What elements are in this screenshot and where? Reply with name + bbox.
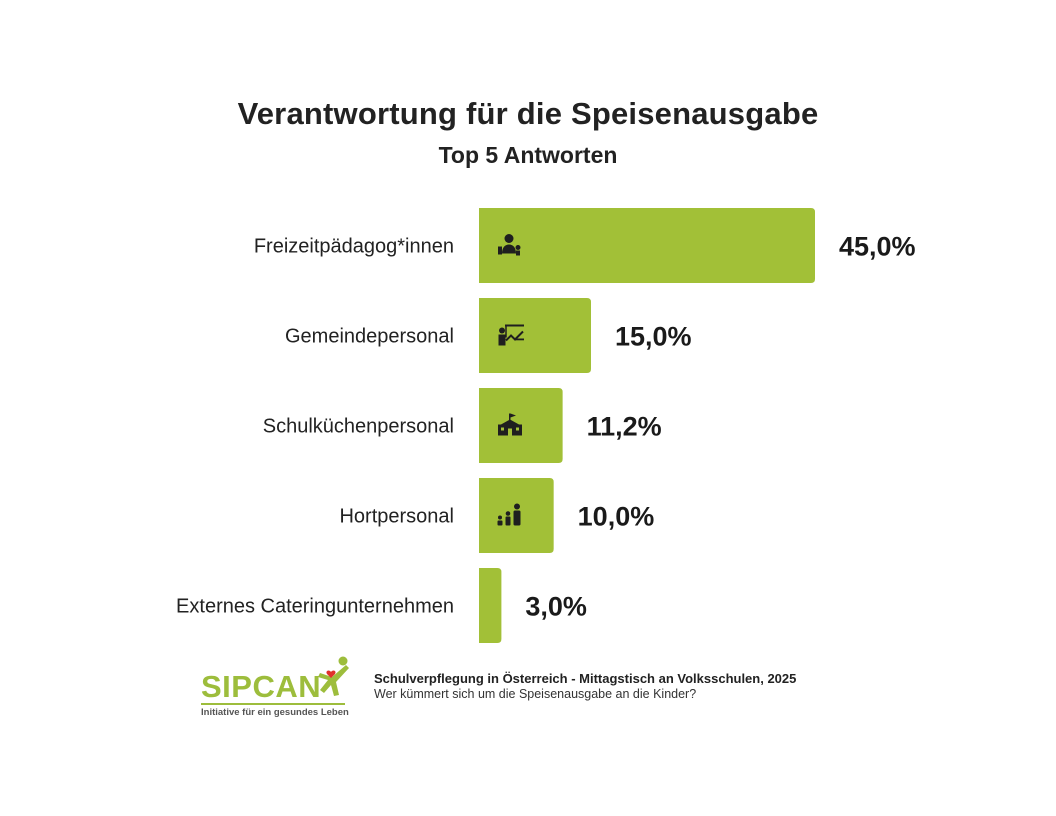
bar-chart: Freizeitpädagog*innen 45,0% Gemeindeperson… bbox=[176, 208, 916, 643]
category-label: Hortpersonal bbox=[339, 506, 454, 528]
category-label: Freizeitpädagog*innen bbox=[254, 236, 454, 258]
logo-underline bbox=[201, 703, 345, 705]
value-label: 11,2% bbox=[587, 412, 662, 442]
logo-wordmark: SIPCAN bbox=[201, 669, 322, 704]
caregiver-icon bbox=[498, 234, 521, 256]
logo-tagline: Initiative für ein gesundes Leben bbox=[201, 707, 349, 718]
value-label: 15,0% bbox=[615, 322, 692, 352]
bar bbox=[479, 208, 815, 283]
value-label: 10,0% bbox=[578, 502, 655, 532]
bar bbox=[479, 298, 591, 373]
source-subtitle: Wer kümmert sich um die Speisenausgabe a… bbox=[374, 687, 697, 701]
bar bbox=[479, 568, 502, 643]
chart-title: Verantwortung für die Speisenausgabe bbox=[237, 96, 819, 131]
teacher-board-icon bbox=[498, 324, 524, 346]
school-building-icon bbox=[498, 413, 522, 436]
value-label: 3,0% bbox=[525, 592, 587, 622]
family-icon bbox=[497, 503, 521, 526]
category-label: Externes Cateringunternehmen bbox=[176, 596, 454, 618]
chart-subtitle: Top 5 Antworten bbox=[438, 142, 618, 168]
source-title: Schulverpflegung in Österreich - Mittags… bbox=[374, 671, 797, 686]
jumping-figure-icon bbox=[318, 656, 349, 696]
value-label: 45,0% bbox=[839, 232, 916, 262]
footer: SIPCAN Initiative für ein gesundes Leben… bbox=[198, 655, 878, 725]
category-label: Schulküchenpersonal bbox=[263, 416, 454, 438]
category-label: Gemeindepersonal bbox=[285, 326, 454, 348]
sipcan-logo: SIPCAN Initiative für ein gesundes Leben bbox=[198, 655, 358, 721]
